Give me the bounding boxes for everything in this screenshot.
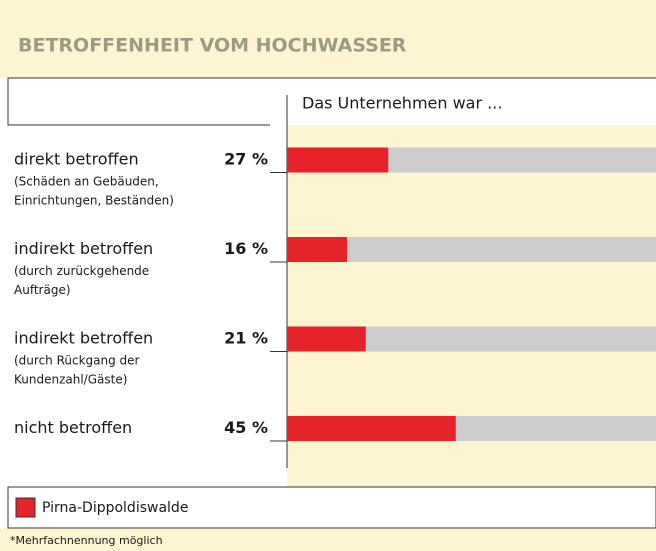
header-frame	[7, 77, 656, 126]
legend-label: Pirna-Dippoldiswalde	[42, 500, 188, 516]
value-label: 45 %	[224, 418, 268, 437]
category-note: Aufträge)	[14, 283, 71, 297]
subtitle: Das Unternehmen war ...	[302, 94, 502, 113]
bar	[287, 326, 366, 352]
value-label: 27 %	[224, 150, 268, 169]
bar	[287, 237, 347, 262]
legend-box	[7, 486, 656, 529]
category-label: direkt betroffen	[14, 150, 139, 169]
bar	[287, 147, 389, 173]
value-label: 16 %	[224, 239, 268, 258]
bar-track	[287, 237, 656, 262]
category-note: (durch Rückgang der	[14, 354, 140, 368]
category-label: nicht betroffen	[14, 418, 132, 437]
bar	[287, 416, 456, 441]
chart-title: BETROFFENHEIT VOM HOCHWASSER	[18, 35, 407, 57]
value-label: 21 %	[224, 329, 268, 348]
footnote: *Mehrfachnennung möglich	[10, 534, 163, 547]
category-note: (durch zurückgehende	[14, 264, 149, 278]
category-label: indirekt betroffen	[14, 329, 153, 348]
category-note: Kundenzahl/Gäste)	[14, 373, 127, 387]
category-note: Einrichtungen, Beständen)	[14, 194, 174, 208]
footnote-band	[0, 528, 656, 551]
title-band	[0, 0, 656, 78]
category-label: indirekt betroffen	[14, 239, 153, 258]
legend-swatch	[15, 497, 36, 518]
category-note: (Schäden an Gebäuden,	[14, 175, 159, 189]
